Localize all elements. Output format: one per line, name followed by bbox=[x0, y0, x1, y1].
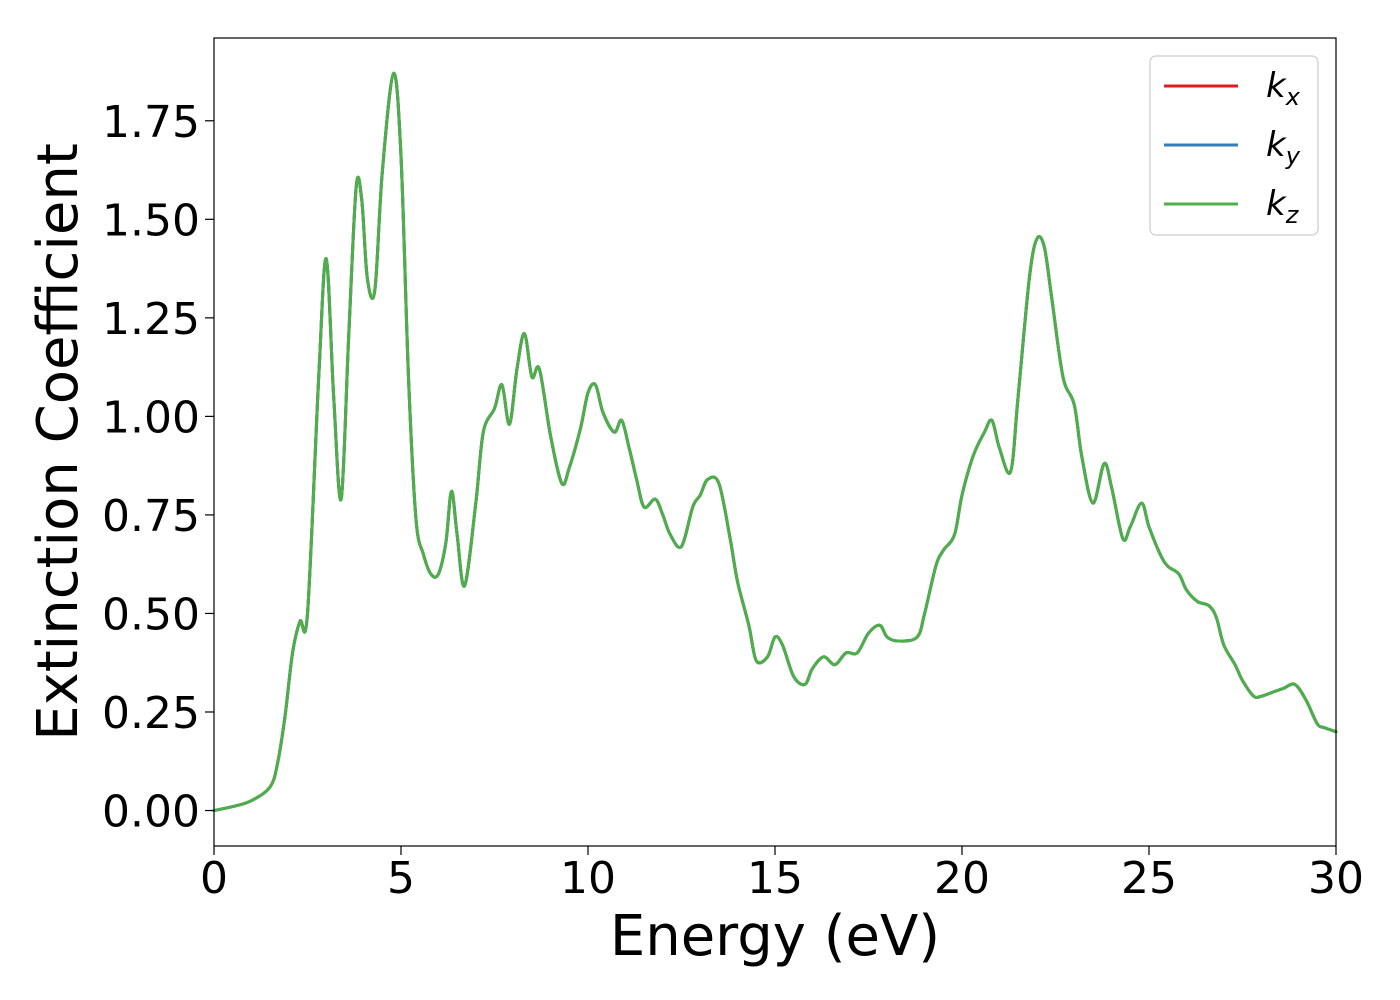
x-tick-label: 5 bbox=[387, 853, 415, 904]
y-tick-label: 1.00 bbox=[102, 392, 200, 443]
legend: kx ky kz bbox=[1149, 55, 1319, 236]
legend-label-z: kz bbox=[1266, 184, 1300, 229]
y-tick-label: 1.25 bbox=[102, 294, 200, 345]
x-axis-title: Energy (eV) bbox=[610, 904, 940, 969]
x-tick-label: 0 bbox=[200, 853, 228, 904]
series-layer bbox=[212, 71, 1338, 813]
x-axis-ticks: 0 5 10 15 20 25 30 bbox=[200, 846, 1364, 904]
y-tick-label: 0.75 bbox=[102, 491, 200, 542]
y-tick-label: 1.50 bbox=[102, 195, 200, 246]
y-tick-label: 0.25 bbox=[102, 688, 200, 739]
x-tick-label: 10 bbox=[560, 853, 616, 904]
series-line-z bbox=[212, 71, 1338, 813]
y-axis-ticks: 0.00 0.25 0.50 0.75 1.00 1.25 1.50 1.75 bbox=[102, 97, 214, 838]
y-tick-label: 0.50 bbox=[102, 589, 200, 640]
y-tick-label: 1.75 bbox=[102, 97, 200, 148]
x-tick-label: 30 bbox=[1308, 853, 1364, 904]
x-tick-label: 20 bbox=[934, 853, 990, 904]
y-axis-title: Extinction Coefficient bbox=[26, 143, 91, 741]
x-tick-label: 15 bbox=[747, 853, 803, 904]
y-tick-label: 0.00 bbox=[102, 787, 200, 838]
legend-label-x: kx bbox=[1266, 66, 1301, 111]
x-tick-label: 25 bbox=[1121, 853, 1177, 904]
legend-label-y: ky bbox=[1266, 125, 1301, 170]
